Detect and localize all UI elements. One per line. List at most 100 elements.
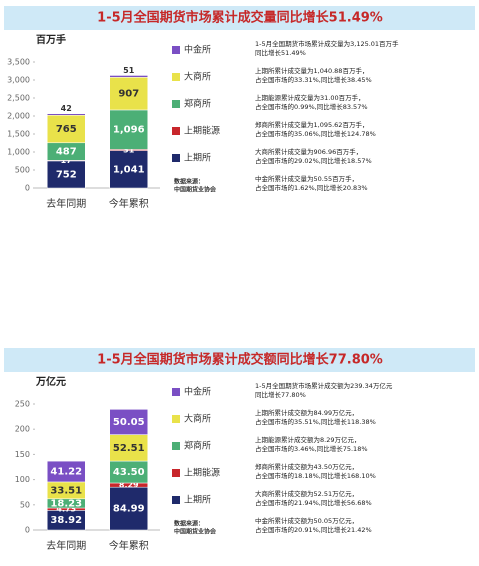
note-text: 上期所累计成交量为1,040.88百万手， [255,66,368,75]
source-note: 数据来源： [174,178,204,186]
legend-swatch [172,154,180,162]
title-bar [4,348,475,372]
x-tick-label: 去年同期 [46,197,86,210]
value-label: 765 [56,124,77,135]
y-tick-label: 3,500 [7,58,30,67]
bar-segment [109,150,148,189]
chart-title: 1-5月全国期货市场累计成交额同比增长77.80% [97,352,383,368]
note-text: 占全国市场的29.02%,同比增长18.57% [255,156,372,165]
y-tick-label: 1,500 [7,130,30,139]
legend-swatch [172,496,180,504]
legend-label: 中金所 [184,386,211,398]
note-text: 郑商所累计成交额为43.50万亿元， [255,462,358,471]
bar-segment [47,460,86,483]
value-label: 33.51 [50,485,82,496]
legend-label: 上期所 [184,153,211,164]
bar-segment [47,113,86,116]
note-text: 占全国市场的18.18%,同比增长168.10% [255,471,376,480]
y-tick-label: 50 [20,500,30,509]
x-tick-label: 去年同期 [46,539,86,552]
value-label: 17 [61,156,72,165]
legend-label: 郑商所 [184,98,211,110]
note-text: 大商所累计成交额为52.51万亿元， [255,489,358,498]
legend-swatch [172,469,180,477]
title-bar [4,6,475,30]
value-label: 1,041 [113,164,145,175]
y-tick-label: 150 [15,450,30,459]
note-text: 大商所累计成交量为906.96百万手， [255,147,362,156]
y-tick-label: 0 [25,184,30,193]
value-label: 18.23 [50,498,82,509]
note-text: 中金所累计成交量为50.55百万手， [255,174,358,183]
y-tick-label: 0 [25,526,30,535]
source-note: 中国期货业协会 [174,186,217,194]
note-text: 中金所累计成交额为50.05万亿元， [255,516,358,525]
note-text: 同比增长77.80% [255,390,306,399]
bar-segment [109,77,148,111]
legend-label: 上期能源 [184,125,220,137]
y-tick-label: 250 [15,400,30,409]
legend-label: 上期所 [184,495,211,506]
legend-label: 大商所 [184,71,211,83]
note-text: 1-5月全国期货市场累计成交额为239.34万亿元 [255,381,393,390]
note-text: 上期能源累计成交量为31.00百万手， [255,93,365,102]
x-tick-label: 今年累积 [109,197,149,210]
note-text: 占全国市场的20.91%,同比增长21.42% [255,525,372,534]
value-label: 52.51 [113,443,145,454]
legend-label: 郑商所 [184,440,211,452]
legend-swatch [172,73,180,81]
bar-segment [109,75,148,78]
legend-swatch [172,415,180,423]
value-label: 4.73 [56,505,76,514]
note-text: 占全国市场的35.06%,同比增长124.78% [255,129,376,138]
value-label: 752 [56,169,77,180]
value-label: 38.92 [50,515,82,526]
note-text: 占全国市场的35.51%,同比增长118.38% [255,417,376,426]
legend-swatch [172,388,180,396]
legend-label: 上期能源 [184,467,220,479]
note-text: 上期所累计成交额为84.99万亿元， [255,408,358,417]
value-label: 487 [56,147,77,158]
legend-swatch [172,127,180,135]
bar-segment [109,434,148,462]
value-label: 41.22 [50,467,82,478]
y-tick-label: 3,000 [7,76,30,85]
legend-swatch [172,442,180,450]
source-note: 数据来源： [174,520,204,528]
bar-segment [47,114,86,144]
value-label: 8.29 [119,481,139,490]
note-text: 上期能源累计成交额为8.29万亿元， [255,435,360,444]
note-text: 占全国市场的1.62%,同比增长20.83% [255,183,368,192]
y-tick-label: 2,000 [7,112,30,121]
y-tick-label: 200 [15,425,30,434]
note-text: 1-5月全国期货市场累计成交量为3,125.01百万手 [255,39,399,48]
y-tick-label: 1,000 [7,148,30,157]
value-label: 43.50 [113,467,145,478]
unit-label: 万亿元 [35,375,66,388]
bar-segment [109,109,148,150]
value-label: 50.05 [113,417,145,428]
note-text: 占全国市场的3.46%,同比增长75.18% [255,444,368,453]
y-tick-label: 100 [15,475,30,484]
value-label: 31 [123,145,135,154]
value-label: 42 [61,104,72,113]
bar-segment [109,486,148,531]
value-label: 51 [123,66,135,75]
value-label: 907 [118,89,139,100]
bar-segment [109,409,148,435]
note-text: 占全国市场的0.99%,同比增长83.57% [255,102,368,111]
note-text: 郑商所累计成交量为1,095.62百万手， [255,120,368,129]
source-note: 中国期货业协会 [174,528,217,536]
legend-label: 大商所 [184,413,211,425]
value-label: 84.99 [113,504,145,515]
legend-label: 中金所 [184,44,211,56]
y-tick-label: 2,500 [7,94,30,103]
bar-segment [47,160,86,189]
x-tick-label: 今年累积 [109,539,149,552]
unit-label: 百万手 [36,33,66,46]
legend-swatch [172,46,180,54]
note-text: 同比增长51.49% [255,48,306,57]
note-text: 占全国市场的21.94%,同比增长56.68% [255,498,372,507]
y-tick-label: 500 [15,166,30,175]
